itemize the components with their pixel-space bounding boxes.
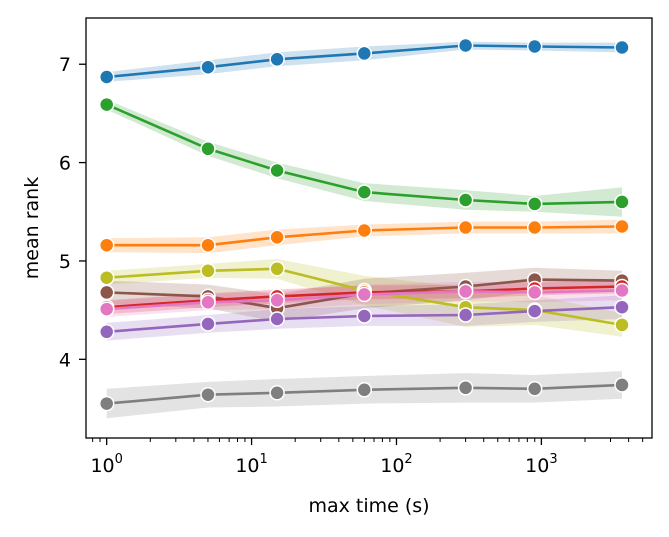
series-0-point [614, 39, 630, 56]
series-1-point [269, 162, 285, 179]
series-7-point [526, 303, 543, 319]
series-markers [98, 37, 630, 412]
series-1-point [98, 96, 115, 113]
series-1-point [457, 192, 474, 208]
y-axis-label: mean rank [21, 177, 43, 279]
series-2-point [200, 237, 216, 253]
y-tick-label: 5 [59, 251, 71, 273]
series-7-point [614, 299, 630, 315]
series-8-point [614, 377, 630, 393]
series-8-point [526, 381, 543, 397]
series-6-point [526, 284, 543, 301]
series-0-point [457, 37, 474, 54]
series-1-point [614, 194, 630, 210]
y-tick-label: 4 [59, 349, 71, 371]
x-tick-label: 102 [380, 452, 412, 477]
series-0-point [200, 59, 216, 75]
series-2-point [526, 219, 543, 236]
series-2-point [614, 218, 630, 235]
series-2-point [269, 229, 285, 246]
series-1-point [200, 141, 216, 157]
series-2-point [457, 219, 474, 236]
series-7-point [356, 308, 373, 324]
series-7-point [269, 311, 285, 327]
series-6-point [200, 294, 216, 311]
series-1-point [356, 184, 373, 200]
series-8-point [356, 382, 373, 398]
series-0-point [356, 45, 373, 62]
series-3-point [269, 261, 285, 277]
series-0-point [526, 38, 543, 55]
series-6-point [98, 301, 115, 317]
series-7-point [98, 324, 115, 340]
x-tick-label: 103 [525, 452, 557, 477]
series-0-point [269, 51, 285, 68]
series-7-point [457, 307, 474, 323]
series-8-point [457, 380, 474, 396]
y-tick-label: 6 [59, 153, 71, 175]
series-4-point [98, 284, 115, 301]
series-8-point [200, 386, 216, 403]
series-3-point [614, 317, 630, 333]
series-6-point [269, 292, 285, 309]
x-tick-label: 100 [90, 452, 122, 477]
x-axis: 100 101 102 103 [90, 438, 644, 477]
series-7-point [200, 316, 216, 332]
plot-frame [85, 17, 653, 439]
series-2-point [356, 222, 373, 239]
series-3-point [98, 269, 115, 286]
series-0-point [98, 69, 115, 85]
series-2-point [98, 237, 115, 253]
series-8-point [269, 385, 285, 401]
y-axis: 4 5 6 7 [59, 54, 86, 371]
x-tick-label: 101 [235, 452, 267, 477]
series-8-point [98, 395, 115, 412]
series-3-point [200, 263, 216, 279]
series-6-point [457, 283, 474, 300]
series-1-point [526, 196, 543, 212]
series-6-point [356, 286, 373, 303]
series-6-point [614, 282, 630, 299]
x-axis-label: max time (s) [308, 495, 429, 517]
y-tick-label: 7 [59, 54, 71, 76]
